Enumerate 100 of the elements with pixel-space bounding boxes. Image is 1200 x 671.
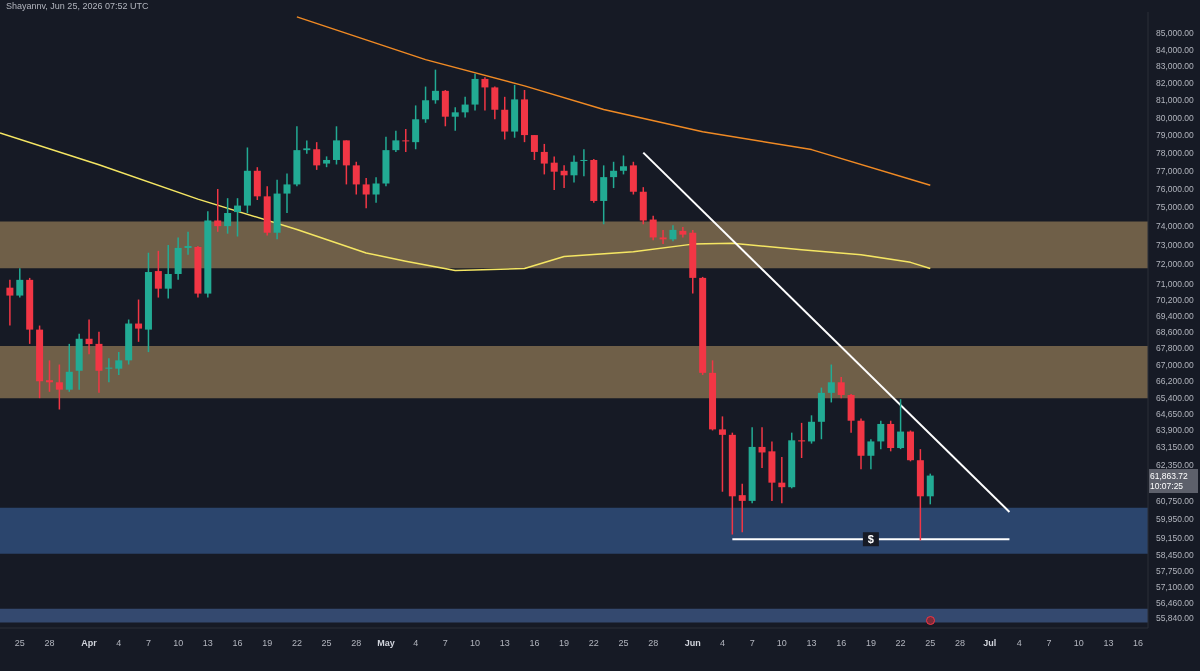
y-tick-label: 62,350.00 — [1156, 459, 1195, 470]
x-tick-label: 28 — [351, 638, 362, 648]
x-tick-label: 13 — [202, 638, 213, 648]
candlestick — [431, 68, 439, 105]
x-tick-label: 16 — [836, 638, 847, 648]
candlestick — [481, 76, 489, 112]
candlestick — [718, 415, 726, 493]
y-tick-label: 73,000.00 — [1156, 240, 1195, 251]
y-tick-label: 68,600.00 — [1156, 326, 1195, 337]
y-tick-label: 78,000.00 — [1156, 147, 1195, 158]
candlestick — [570, 154, 578, 184]
candlestick — [422, 85, 430, 124]
annotation: $ — [867, 533, 874, 546]
y-tick-label: 59,950.00 — [1156, 514, 1195, 525]
candlestick — [392, 129, 400, 153]
y-tick-label: 85,000.00 — [1156, 28, 1195, 39]
y-tick-label: 63,900.00 — [1156, 425, 1195, 436]
candlestick — [501, 96, 509, 141]
candlestick — [352, 161, 360, 196]
text: 61,863.72 — [1150, 470, 1189, 481]
candlestick — [115, 351, 123, 376]
y-tick-label: 82,000.00 — [1156, 78, 1195, 89]
y-tick-label: 75,000.00 — [1156, 202, 1195, 213]
x-tick-label: 4 — [719, 638, 725, 648]
candlestick — [16, 267, 24, 299]
candlestick — [619, 154, 627, 176]
y-tick-label: 84,000.00 — [1156, 44, 1195, 55]
y-tick-label: 77,000.00 — [1156, 165, 1195, 176]
text: Shayannv, Jun 25, 2026 07:52 UTC — [6, 1, 149, 11]
candlestick — [224, 197, 232, 235]
candlestick — [214, 188, 222, 233]
x-tick-label: 22 — [588, 638, 599, 648]
candlestick — [372, 176, 380, 204]
y-tick-label: 70,200.00 — [1156, 294, 1195, 305]
x-tick-label: 10 — [776, 638, 787, 648]
candlestick — [313, 141, 321, 171]
candlestick — [580, 148, 588, 177]
candlestick — [362, 177, 370, 210]
y-tick-label: 80,000.00 — [1156, 112, 1195, 123]
y-tick-label: 58,450.00 — [1156, 549, 1195, 560]
y-tick-label: 81,000.00 — [1156, 95, 1195, 106]
y-tick-label: 67,000.00 — [1156, 359, 1195, 370]
candlestick — [65, 343, 73, 393]
line-series — [296, 16, 932, 187]
x-tick-label: May — [377, 638, 395, 648]
y-tick-label: 71,000.00 — [1156, 278, 1195, 289]
x-tick-label: 25 — [321, 638, 332, 648]
candlestick — [105, 357, 113, 384]
y-tick-label: 57,750.00 — [1156, 566, 1195, 577]
x-tick-label: 19 — [559, 638, 570, 648]
y-tick-label: 63,150.00 — [1156, 441, 1195, 452]
candlestick — [6, 279, 14, 327]
candlestick — [461, 96, 469, 119]
candlestick — [808, 414, 816, 445]
x-tick-label: 22 — [895, 638, 906, 648]
candlestick — [600, 164, 608, 225]
x-tick-label: 4 — [1016, 638, 1022, 648]
candlestick — [402, 128, 410, 153]
x-tick-label: Apr — [81, 638, 98, 648]
candlestick — [234, 197, 242, 238]
candlestick — [55, 363, 63, 411]
y-tick-label: 59,150.00 — [1156, 533, 1195, 544]
line-series — [0, 132, 932, 272]
x-tick-label: 19 — [865, 638, 876, 648]
x-tick-label: 10 — [470, 638, 481, 648]
y-tick-label: 64,650.00 — [1156, 409, 1195, 420]
y-tick-label: 67,800.00 — [1156, 343, 1195, 353]
y-tick-label: 74,000.00 — [1156, 221, 1195, 232]
y-tick-label: 66,200.00 — [1156, 376, 1195, 387]
y-tick-label: 69,400.00 — [1156, 310, 1195, 321]
candlestick — [610, 161, 618, 189]
x-tick-label: 28 — [954, 638, 965, 648]
x-tick-label: 16 — [232, 638, 243, 648]
candlestick — [837, 376, 845, 399]
candlestick — [877, 419, 885, 450]
x-tick-label: 28 — [44, 638, 55, 648]
candlestick — [827, 363, 835, 404]
x-tick-label: 7 — [749, 638, 755, 648]
candlestick — [659, 229, 667, 245]
x-tick-label: 13 — [499, 638, 510, 648]
candlestick — [867, 438, 875, 470]
x-tick-label: Jul — [983, 638, 997, 648]
x-tick-label: 25 — [618, 638, 629, 648]
y-tick-label: 60,750.00 — [1156, 495, 1195, 506]
x-tick-label: 10 — [1073, 638, 1084, 648]
y-tick-label: 72,000.00 — [1156, 259, 1195, 270]
y-tick-label: 56,460.00 — [1156, 597, 1195, 608]
x-tick-label: 16 — [529, 638, 540, 648]
candlestick — [45, 359, 53, 393]
x-tick-label: 13 — [1103, 638, 1114, 648]
candlestick — [758, 426, 766, 469]
candlestick — [283, 172, 291, 214]
candlestick — [550, 155, 558, 191]
x-tick-label: 25 — [925, 638, 936, 648]
x-tick-label: 22 — [291, 638, 302, 648]
x-tick-label: 7 — [145, 638, 151, 648]
y-tick-label: 65,400.00 — [1156, 393, 1195, 404]
x-tick-label: 4 — [116, 638, 122, 648]
candlestick — [491, 85, 499, 121]
candlestick — [926, 472, 934, 506]
